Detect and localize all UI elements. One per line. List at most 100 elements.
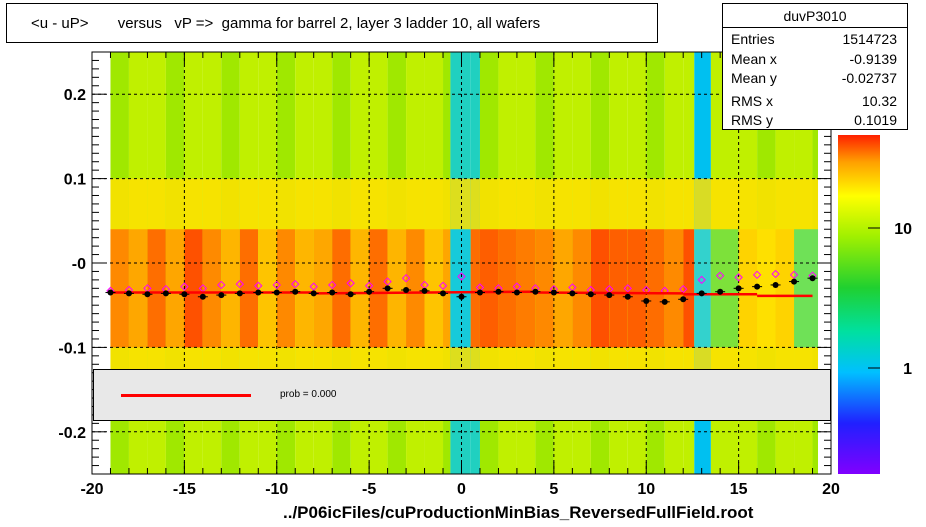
heatmap-cell (165, 229, 185, 348)
rms-point (678, 284, 688, 294)
rms-point (752, 270, 762, 280)
mean-point (717, 288, 724, 295)
legend-text: prob = 0.000 (280, 389, 337, 400)
heatmap-cell (572, 229, 591, 348)
mean-point (218, 292, 225, 299)
mean-point (735, 285, 742, 292)
heatmap-cell (535, 229, 554, 348)
rms-point (272, 280, 281, 290)
rms-point (734, 273, 743, 282)
mean-point (624, 293, 631, 300)
axis-labels: -20 -15 -10 -5 0 5 10 15 20 -0.2 -0.1 -0 0.1 0.2 (58, 87, 840, 498)
heatmap-cell (295, 229, 314, 348)
stat-label: RMS y (731, 112, 773, 128)
heatmap-cell (738, 229, 758, 348)
legend-line-swatch (121, 394, 251, 397)
heatmap-cell (794, 229, 813, 348)
heatmap-cell (128, 229, 148, 348)
rms-point (327, 280, 337, 290)
rms-point (143, 284, 152, 293)
color-scale-label: 1 (903, 361, 912, 378)
rms-point (715, 271, 725, 280)
heatmap-cell (627, 229, 647, 348)
stats-divider (723, 27, 907, 28)
x-tick-label: 15 (730, 481, 748, 498)
mean-point (458, 293, 465, 300)
rms-point (235, 279, 245, 289)
heatmap-cell (313, 229, 333, 348)
heatmap-cell (470, 229, 480, 348)
heatmap-cell (553, 229, 573, 348)
rms-point (254, 281, 263, 290)
heatmap-cell (276, 229, 296, 348)
x-tick-label: 20 (822, 481, 840, 498)
mean-point (181, 291, 188, 298)
x-tick-label: -20 (80, 481, 103, 498)
heatmap-cell (387, 229, 407, 348)
rms-point (568, 283, 577, 292)
mean-point (550, 289, 557, 296)
heatmap-cell (221, 229, 240, 348)
profile-points (105, 269, 818, 305)
stat-label: Mean y (731, 70, 777, 86)
heatmap-cell (332, 229, 351, 348)
fit-legend: prob = 0.000 (93, 369, 831, 421)
stat-value: 0.1019 (854, 112, 897, 128)
y-tick-label: -0.2 (58, 425, 86, 442)
heatmap-cell (683, 229, 695, 348)
mean-point (421, 287, 428, 294)
x-tick-label: -5 (362, 481, 376, 498)
rms-point (789, 270, 799, 280)
rms-point (623, 284, 632, 293)
mean-point (440, 290, 447, 297)
color-scale-bar (838, 135, 880, 474)
mean-point (403, 287, 410, 294)
rms-point (309, 282, 318, 291)
file-path-footer: ../P06icFiles/cuProductionMinBias_Revers… (283, 503, 754, 522)
heatmap-cell (443, 229, 451, 348)
color-scale-label: 10 (894, 221, 912, 238)
y-tick-label: -0 (72, 256, 86, 273)
grid-lines (92, 52, 831, 474)
mean-point (513, 289, 520, 296)
rms-point (605, 284, 614, 294)
heatmap-cell (498, 229, 517, 348)
heatmap-cell (258, 229, 277, 348)
rms-point (364, 281, 374, 290)
stat-label: RMS x (731, 93, 773, 109)
rms-point (771, 269, 780, 279)
color-scale-labels: 1 10 (868, 221, 912, 378)
mean-point (569, 290, 576, 297)
title-box: <u - uP> versus vP => gamma for barrel 2… (6, 3, 658, 43)
x-tick-label: 5 (549, 481, 558, 498)
heatmap-cells (92, 52, 831, 474)
rms-point (217, 280, 226, 290)
mean-point (329, 289, 336, 296)
stats-box: duvP3010 Entries 1514723 Mean x -0.9139 … (722, 3, 908, 130)
stats-name: duvP3010 (783, 8, 847, 24)
rms-point (420, 280, 429, 290)
mean-point (236, 290, 243, 297)
y-tick-label: -0.1 (58, 340, 86, 357)
heatmap-cell (350, 229, 370, 348)
heatmap-cell (406, 229, 425, 348)
heatmap-cell (239, 229, 259, 348)
heatmap-cell (590, 229, 610, 348)
rms-point (198, 284, 208, 293)
mean-point (366, 288, 373, 295)
rms-point (346, 279, 355, 288)
stat-label: Entries (731, 31, 775, 47)
x-tick-label: 0 (457, 481, 466, 498)
mean-point (144, 291, 151, 298)
stat-label: Mean x (731, 51, 777, 67)
mean-point (255, 289, 262, 296)
stat-value: -0.02737 (841, 70, 897, 86)
y-tick-label: 0.1 (64, 172, 86, 189)
heatmap-cell (110, 229, 129, 348)
rms-point (457, 272, 466, 281)
mean-point (199, 293, 206, 300)
mean-point (809, 275, 816, 282)
mean-point (347, 291, 354, 298)
heatmap-cell (479, 229, 499, 348)
